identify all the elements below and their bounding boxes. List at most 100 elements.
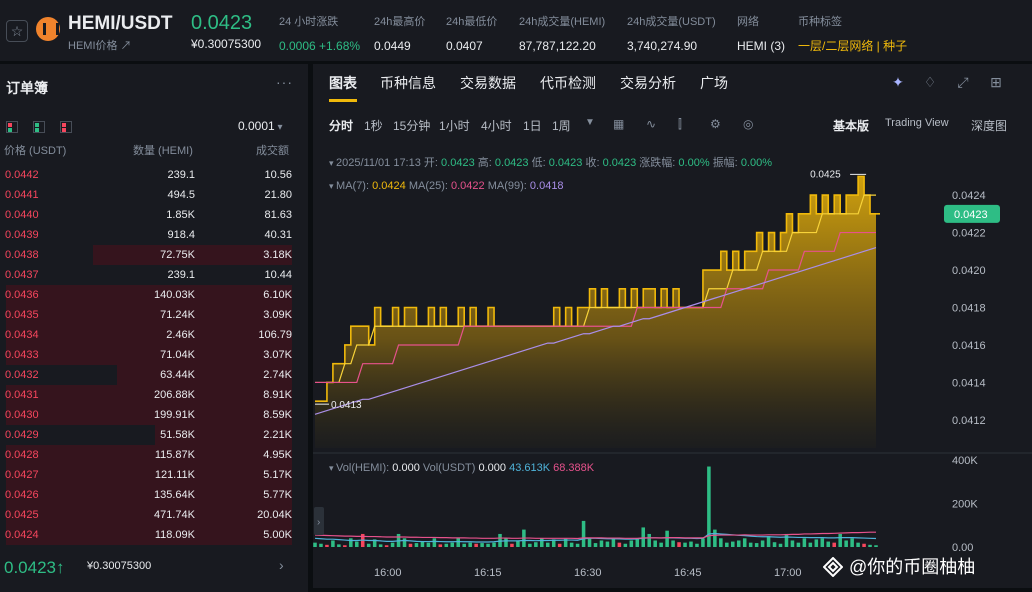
ask-row[interactable]: 0.0438 72.75K 3.18K bbox=[0, 245, 308, 265]
ask-row[interactable]: 0.0433 71.04K 3.07K bbox=[0, 345, 308, 365]
stat-value: 0.0449 bbox=[374, 39, 411, 53]
depth-bar bbox=[6, 525, 292, 545]
interval-1s[interactable]: 1秒 bbox=[364, 119, 383, 133]
ask-row[interactable]: 0.0440 1.85K 81.63 bbox=[0, 205, 308, 225]
ask-total: 20.04K bbox=[257, 509, 292, 521]
interval-1w[interactable]: 1周 bbox=[552, 119, 571, 133]
depth-bar bbox=[117, 365, 292, 385]
tab-trade-analysis[interactable]: 交易分析 bbox=[620, 75, 676, 91]
interval-1d[interactable]: 1日 bbox=[523, 119, 542, 133]
more-options-icon[interactable]: ··· bbox=[276, 74, 293, 90]
ask-qty: 115.87K bbox=[154, 449, 195, 461]
ticker-header: ☆ HEMI/USDT HEMI价格 ↗ 0.0423 ¥0.30075300 … bbox=[0, 0, 1032, 62]
ma7-label: MA(7): bbox=[336, 180, 370, 192]
bids-only-view-icon[interactable] bbox=[33, 121, 45, 133]
view-trading-view[interactable]: Trading View bbox=[885, 117, 949, 129]
ask-row[interactable]: 0.0436 140.03K 6.10K bbox=[0, 285, 308, 305]
expand-icon[interactable]: ⤢ bbox=[957, 74, 969, 90]
ask-row[interactable]: 0.0427 121.11K 5.17K bbox=[0, 465, 308, 485]
vol-hemi-label: Vol(HEMI): bbox=[336, 462, 390, 474]
ohlc-high-label: 高: bbox=[477, 157, 492, 169]
stat-value[interactable]: 一层/二层网络 | 种子 bbox=[798, 39, 908, 53]
last-price-usd: ¥0.30075300 bbox=[191, 37, 262, 51]
interval-dropdown-icon[interactable]: ▼ bbox=[585, 117, 595, 128]
tab-token-check[interactable]: 代币检测 bbox=[540, 75, 596, 91]
tab-trading-data[interactable]: 交易数据 bbox=[460, 75, 516, 91]
ask-row[interactable]: 0.0434 2.46K 106.79 bbox=[0, 325, 308, 345]
ask-row[interactable]: 0.0437 239.1 10.44 bbox=[0, 265, 308, 285]
chart-settings-icon[interactable]: ⚙ bbox=[710, 117, 721, 131]
target-icon[interactable]: ◎ bbox=[743, 117, 754, 131]
col-header-price: 价格 (USDT) bbox=[4, 145, 67, 157]
ask-price: 0.0430 bbox=[5, 409, 39, 421]
ai-sparkle-icon[interactable]: ✦ bbox=[892, 74, 904, 90]
precision-select[interactable]: 0.0001 bbox=[238, 119, 283, 133]
ohlc-low: 0.0423 bbox=[548, 157, 583, 169]
candle-type-icon[interactable]: ⫿ bbox=[678, 117, 682, 131]
favorite-star-icon[interactable]: ☆ bbox=[6, 20, 28, 42]
ask-row[interactable]: 0.0430 199.91K 8.59K bbox=[0, 405, 308, 425]
ask-qty: 140.03K bbox=[154, 289, 195, 301]
col-header-total: 成交额 bbox=[256, 145, 289, 157]
ask-price: 0.0435 bbox=[5, 309, 39, 321]
ask-row[interactable]: 0.0428 115.87K 4.95K bbox=[0, 445, 308, 465]
ask-total: 10.56 bbox=[264, 169, 292, 181]
chart-toolbar: 分时 1秒 15分钟 1小时 4小时 1日 1周 ▼ ▦ ∿ ⫿ ⚙ ◎ 基本版… bbox=[313, 114, 1032, 136]
layout-grid-icon[interactable]: ⊞ bbox=[990, 74, 1002, 90]
view-depth[interactable]: 深度图 bbox=[971, 119, 1008, 133]
depth-bar bbox=[6, 385, 292, 405]
calendar-icon[interactable]: ▦ bbox=[613, 117, 625, 131]
ask-row[interactable]: 0.0435 71.24K 3.09K bbox=[0, 305, 308, 325]
vol-ma1-value: 43.613K bbox=[509, 462, 551, 474]
ask-row[interactable]: 0.0424 118.09K 5.00K bbox=[0, 525, 308, 545]
tab-square[interactable]: 广场 bbox=[700, 75, 728, 91]
vol-ma2-value: 68.388K bbox=[553, 462, 595, 474]
stat-network: 网络 HEMI (3) bbox=[737, 13, 785, 55]
interval-15m[interactable]: 15分钟 bbox=[393, 119, 431, 133]
depth-bar bbox=[6, 485, 292, 505]
order-book-panel: 订单簿 ··· 0.0001 价格 (USDT) 数量 (HEMI) 成交额 0… bbox=[0, 64, 308, 592]
pair-title[interactable]: HEMI/USDT bbox=[68, 13, 173, 34]
depth-bar bbox=[6, 445, 292, 465]
stat-label: 24h成交量(HEMI) bbox=[519, 16, 606, 28]
ask-row[interactable]: 0.0426 135.64K 5.77K bbox=[0, 485, 308, 505]
ask-total: 3.07K bbox=[263, 349, 292, 361]
both-sides-view-icon[interactable] bbox=[6, 121, 18, 133]
stat-label: 币种标签 bbox=[798, 16, 842, 28]
stat-token-tags: 币种标签 一层/二层网络 | 种子 bbox=[798, 13, 907, 55]
depth-bar bbox=[6, 325, 292, 345]
ohlc-change-label: 涨跌幅: bbox=[639, 157, 676, 169]
chevron-right-icon[interactable]: › bbox=[279, 557, 284, 573]
pair-price-link[interactable]: HEMI价格 ↗ bbox=[68, 40, 132, 52]
tab-token-info[interactable]: 币种信息 bbox=[380, 75, 436, 91]
ask-total: 3.09K bbox=[263, 309, 292, 321]
tab-chart[interactable]: 图表 bbox=[329, 75, 357, 102]
interval-time[interactable]: 分时 bbox=[329, 119, 354, 133]
ask-row[interactable]: 0.0439 918.4 40.31 bbox=[0, 225, 308, 245]
ask-qty: 2.46K bbox=[166, 329, 195, 341]
ask-qty: 471.74K bbox=[154, 509, 195, 521]
ask-row[interactable]: 0.0432 63.44K 2.74K bbox=[0, 365, 308, 385]
asks-only-view-icon[interactable] bbox=[60, 121, 72, 133]
ask-total: 5.17K bbox=[263, 469, 292, 481]
ask-row[interactable]: 0.0441 494.5 21.80 bbox=[0, 185, 308, 205]
ask-row[interactable]: 0.0429 51.58K 2.21K bbox=[0, 425, 308, 445]
view-basic[interactable]: 基本版 bbox=[833, 119, 870, 133]
indicator-icon[interactable]: ∿ bbox=[646, 117, 657, 131]
ask-qty: 51.58K bbox=[160, 429, 195, 441]
ask-rows: 0.0442 239.1 10.56 0.0441 494.5 21.80 0.0440 1.… bbox=[0, 165, 308, 545]
stat-label: 网络 bbox=[737, 16, 759, 28]
bell-icon[interactable]: ♢ bbox=[923, 74, 937, 90]
ma99-label: MA(99): bbox=[487, 180, 527, 192]
ohlc-change: 0.00% bbox=[678, 157, 710, 169]
ask-row[interactable]: 0.0442 239.1 10.56 bbox=[0, 165, 308, 185]
depth-bar bbox=[6, 505, 292, 525]
ask-total: 6.10K bbox=[263, 289, 292, 301]
interval-4h[interactable]: 4小时 bbox=[481, 119, 512, 133]
stat-value[interactable]: HEMI (3) bbox=[737, 39, 785, 53]
ask-row[interactable]: 0.0431 206.88K 8.91K bbox=[0, 385, 308, 405]
ask-total: 3.18K bbox=[263, 249, 292, 261]
ask-row[interactable]: 0.0425 471.74K 20.04K bbox=[0, 505, 308, 525]
interval-1h[interactable]: 1小时 bbox=[439, 119, 470, 133]
ask-total: 81.63 bbox=[264, 209, 292, 221]
